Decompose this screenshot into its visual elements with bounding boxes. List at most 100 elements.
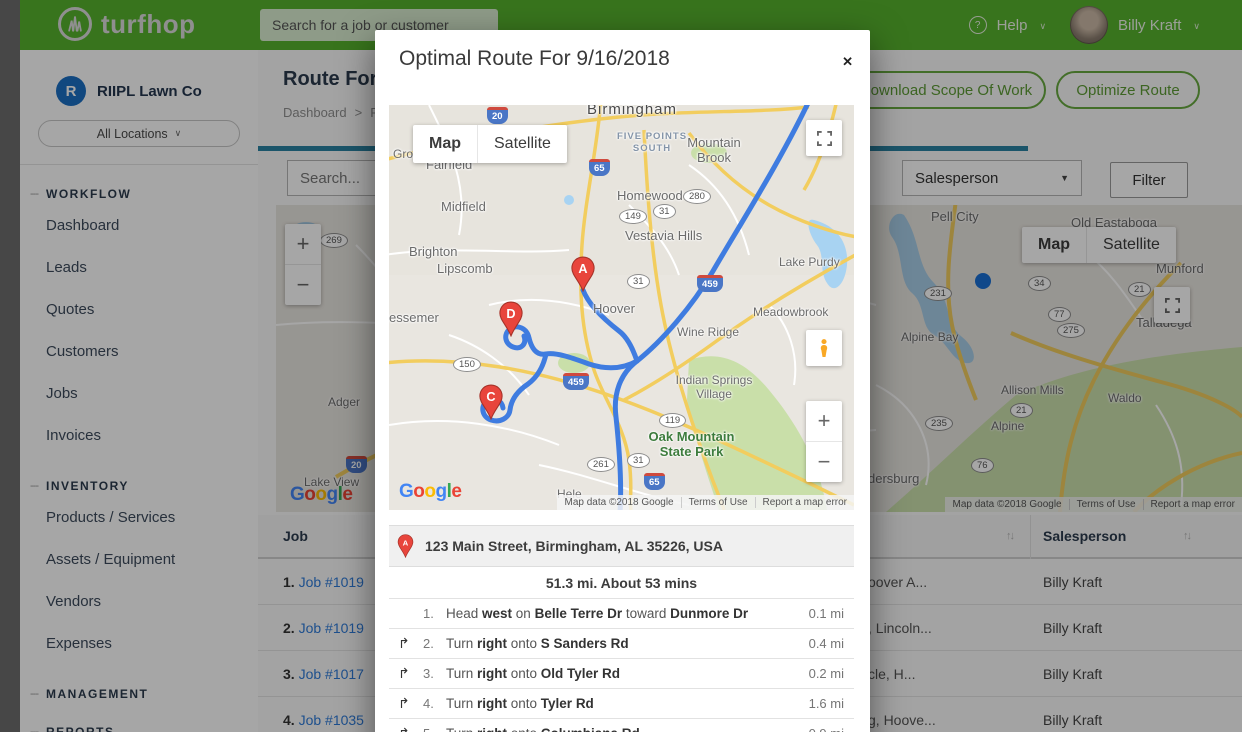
dropdown-arrow-icon: ▼ (1060, 173, 1069, 183)
marker-a[interactable]: A (570, 256, 596, 293)
marker-d[interactable]: D (498, 301, 524, 338)
sidebar-item-leads[interactable]: Leads (46, 259, 87, 276)
fullscreen-icon (816, 130, 832, 146)
google-logo[interactable]: Google (290, 484, 353, 505)
zoom-in-button[interactable]: + (285, 224, 321, 265)
zoom-control: + − (285, 224, 321, 305)
help-menu[interactable]: Help (996, 16, 1028, 34)
avatar[interactable] (1070, 6, 1109, 44)
route-shield-21: 21 (1010, 403, 1033, 418)
job-link[interactable]: Job #1019 (298, 573, 364, 590)
fullscreen-button[interactable] (1154, 287, 1190, 323)
direction-step: 1. Head west on Belle Terre Dr toward Du… (389, 598, 854, 628)
sidebar-item-vendors[interactable]: Vendors (46, 593, 102, 610)
sidebar-item-customers[interactable]: Customers (46, 343, 119, 360)
location-selector[interactable]: All Locations ∨ (38, 120, 240, 147)
sidebar-divider (20, 164, 258, 165)
zoom-out-button[interactable]: − (817, 449, 831, 474)
turn-right-icon: ↱ (398, 635, 410, 651)
svg-text:C: C (486, 390, 495, 404)
sidebar-item-invoices[interactable]: Invoices (46, 427, 102, 444)
job-salesperson: Billy Kraft (1043, 711, 1103, 728)
route-shield-i65: 65 (644, 473, 665, 490)
navbar-right: ? Help ∨ Billy Kraft ∨ (968, 0, 1214, 50)
close-icon[interactable]: ✕ (842, 54, 853, 69)
map-label-vestavia-hills: Vestavia Hills (625, 228, 703, 243)
column-header-job[interactable]: Job (283, 528, 308, 544)
route-shield-149: 149 (619, 209, 647, 224)
map-label-childersburg: dersburg (868, 471, 920, 486)
report-map-error-link[interactable]: Report a map error (1142, 499, 1242, 510)
pegman-button[interactable] (806, 330, 842, 366)
zoom-out-button[interactable]: − (296, 272, 310, 297)
satellite-button[interactable]: Satellite (1103, 236, 1160, 253)
column-header-salesperson[interactable]: Salesperson (1043, 528, 1127, 544)
job-salesperson: Billy Kraft (1043, 665, 1103, 682)
chevron-down-icon: ∨ (1193, 20, 1200, 31)
satellite-button[interactable]: Satellite (494, 135, 551, 152)
job-link[interactable]: Job #1017 (298, 665, 364, 682)
route-shield-231: 231 (924, 286, 952, 301)
sidebar-item-dashboard[interactable]: Dashboard (46, 217, 120, 234)
salesperson-dropdown[interactable]: Salesperson ▼ (902, 160, 1082, 196)
direction-step: ↱ 3. Turn right onto Old Tyler Rd 0.2 mi (389, 658, 854, 688)
directions-panel: A 123 Main Street, Birmingham, AL 35226,… (389, 525, 854, 732)
sidebar-section-inventory: --- INVENTORY (30, 479, 129, 493)
map-label-midfield: Midfield (441, 199, 486, 214)
sidebar-item-quotes[interactable]: Quotes (46, 301, 95, 318)
job-link[interactable]: Job #1019 (298, 619, 364, 636)
route-map[interactable]: Birmingham FIVE POINTS SOUTH Mountain Br… (389, 105, 854, 510)
sidebar-section-management[interactable]: --- MANAGEMENT (30, 687, 149, 701)
job-link[interactable]: Job #1035 (298, 711, 364, 728)
terms-of-use-link[interactable]: Terms of Use (1068, 499, 1143, 510)
brand[interactable]: turfhop (58, 7, 195, 41)
map-label-alpine: Alpine (991, 419, 1025, 433)
google-logo[interactable]: Google (399, 481, 462, 502)
map-attribution: Map data ©2018 Google Terms of Use Repor… (945, 497, 1242, 512)
route-shield-235: 235 (925, 416, 953, 431)
map-button[interactable]: Map (413, 125, 478, 163)
route-shield-i20: 20 (487, 107, 508, 124)
sidebar-item-assets-equipment[interactable]: Assets / Equipment (46, 551, 176, 568)
breadcrumb-separator: > (354, 105, 363, 120)
report-map-error-link[interactable]: Report a map error (754, 497, 854, 508)
company-name: RIIPL Lawn Co (97, 82, 202, 100)
map-label-oak-mountain-state-park: Oak Mountain State Park (648, 429, 735, 459)
fullscreen-button[interactable] (806, 120, 842, 156)
map-canvas (389, 105, 854, 510)
route-shield-77: 77 (1048, 307, 1071, 322)
route-summary: 51.3 mi. About 53 mins (545, 574, 698, 591)
map-label-homewood: Homewood (617, 188, 683, 203)
zoom-in-button[interactable]: + (806, 401, 842, 442)
breadcrumb-current: R (370, 105, 379, 120)
marker-c[interactable]: C (478, 384, 504, 421)
location-selector-label: All Locations (96, 126, 168, 141)
salesperson-dropdown-value: Salesperson (915, 169, 999, 187)
route-shield-275: 275 (1057, 323, 1085, 338)
map-label-lake-purdy: Lake Purdy (779, 255, 840, 269)
breadcrumb-dashboard[interactable]: Dashboard (283, 105, 347, 120)
optimize-route-button[interactable]: Optimize Route (1056, 71, 1200, 109)
step-distance: 0.2 mi (808, 666, 844, 681)
map-type-control: Map Satellite (1022, 227, 1176, 263)
sort-icon[interactable]: ↑↓ (1006, 530, 1015, 542)
company-header: R RIIPL Lawn Co (56, 76, 258, 106)
download-scope-button[interactable]: Download Scope Of Work (846, 71, 1046, 109)
section-dashes-icon: --- (30, 188, 39, 200)
sidebar-section-reports[interactable]: --- REPORTS (30, 725, 258, 732)
sort-icon[interactable]: ↑↓ (1183, 530, 1192, 542)
map-attribution: Map data ©2018 Google Terms of Use Repor… (557, 495, 854, 510)
sidebar-section-workflow: --- WORKFLOW (30, 187, 132, 201)
route-shield-280: 280 (683, 189, 711, 204)
map-label-lake-view: Lake View (304, 475, 360, 489)
map-button[interactable]: Map (1022, 227, 1087, 263)
section-dashes-icon: --- (30, 480, 39, 492)
terms-of-use-link[interactable]: Terms of Use (680, 497, 755, 508)
filter-button[interactable]: Filter (1110, 162, 1188, 198)
sidebar-item-jobs[interactable]: Jobs (46, 385, 78, 402)
chevron-down-icon: ∨ (1039, 20, 1047, 31)
sidebar-item-products-services[interactable]: Products / Services (46, 509, 176, 526)
sidebar-item-expenses[interactable]: Expenses (46, 635, 112, 652)
user-menu[interactable]: Billy Kraft (1118, 16, 1182, 34)
